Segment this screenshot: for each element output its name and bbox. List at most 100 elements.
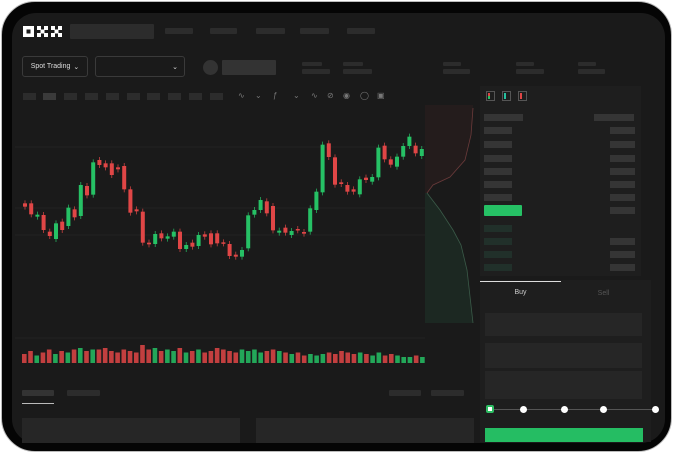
candlestick-chart[interactable] [15, 105, 475, 375]
slider-stop-25[interactable] [520, 406, 527, 413]
pair-name-placeholder [222, 60, 276, 75]
volume-bar [202, 352, 207, 363]
ask-price[interactable] [484, 155, 512, 162]
candle [388, 159, 393, 165]
nav-item[interactable] [165, 28, 193, 34]
volume-bar [115, 352, 120, 363]
filter-button[interactable] [389, 390, 421, 396]
candle [103, 163, 108, 168]
screenshot-icon[interactable]: ◯ [360, 91, 369, 100]
timeframe-button[interactable] [64, 93, 77, 100]
volume-bar [314, 355, 319, 363]
depth-asks-line [426, 107, 474, 194]
tab-sell[interactable]: Sell [597, 290, 610, 297]
volume-bar [46, 349, 52, 363]
ask-price[interactable] [484, 181, 512, 188]
bid-price[interactable] [484, 238, 512, 245]
volume-bar [357, 352, 363, 363]
order-amount [610, 238, 635, 245]
nav-item[interactable] [300, 28, 329, 34]
ask-price[interactable] [484, 194, 512, 201]
volume-bar [270, 349, 276, 363]
timeframe-button[interactable] [189, 93, 202, 100]
settings-icon[interactable]: ◉ [343, 91, 350, 100]
coin-avatar [203, 60, 218, 75]
candle [109, 163, 114, 175]
timeframe-button[interactable] [168, 93, 181, 100]
candle [66, 207, 71, 226]
candle [345, 185, 350, 192]
fx-icon[interactable]: ƒ [273, 91, 278, 100]
candle [54, 223, 58, 239]
volume-bar [351, 354, 357, 363]
book-header-amount [594, 114, 634, 121]
logo-mark-icon [23, 26, 62, 37]
bid-price[interactable] [484, 225, 512, 232]
volume-bar [71, 349, 77, 363]
bid-price[interactable] [484, 264, 512, 271]
stat-label [443, 62, 461, 66]
order-amount [610, 127, 635, 134]
candle [209, 233, 213, 245]
nav-item[interactable] [210, 28, 237, 34]
book-view-bids-icon[interactable] [502, 91, 511, 101]
timeframe-button[interactable] [147, 93, 160, 100]
chevron-down-icon: ⌄ [73, 63, 80, 71]
slider-handle[interactable] [486, 405, 494, 413]
volume-bar [221, 349, 226, 363]
bid-price[interactable] [484, 251, 512, 258]
indicator-icon[interactable]: ⌄ [255, 91, 262, 100]
candle [395, 156, 399, 167]
timeframe-button[interactable] [23, 93, 36, 100]
ask-price[interactable] [484, 127, 512, 134]
candle [171, 231, 176, 237]
tab-order-history[interactable] [67, 390, 100, 396]
chevron-down-icon[interactable]: ⌄ [293, 91, 300, 100]
nav-item[interactable] [347, 28, 375, 34]
slider-stop-75[interactable] [600, 406, 607, 413]
total-input[interactable] [485, 371, 642, 399]
candle [401, 146, 406, 157]
candle [240, 250, 244, 257]
trendline-icon[interactable]: ∿ [311, 91, 318, 100]
amount-slider-track[interactable] [489, 409, 656, 410]
volume-bar [28, 351, 33, 363]
spot-trading-selector[interactable]: Spot Trading ⌄ [22, 56, 88, 77]
volume-bar [177, 348, 183, 363]
header-search-placeholder[interactable] [70, 24, 154, 39]
timeframe-button[interactable] [210, 93, 223, 100]
buy-submit-button[interactable] [485, 428, 643, 442]
timeframe-button[interactable] [127, 93, 140, 100]
fullscreen-icon[interactable]: ▣ [377, 91, 385, 100]
timeframe-button[interactable] [43, 93, 56, 100]
amount-input[interactable] [485, 343, 642, 368]
timeframe-button[interactable] [85, 93, 98, 100]
slider-stop-50[interactable] [561, 406, 568, 413]
volume-bar [109, 351, 114, 363]
slider-stop-100[interactable] [652, 406, 659, 413]
price-input[interactable] [485, 313, 642, 336]
volume-bar [171, 351, 176, 363]
volume-bar [90, 349, 96, 363]
candle [277, 230, 282, 233]
candle [339, 182, 344, 184]
book-view-asks-icon[interactable] [518, 91, 527, 101]
filter-button[interactable] [431, 390, 464, 396]
ask-price[interactable] [484, 141, 512, 148]
tab-buy[interactable]: Buy [514, 289, 527, 296]
timeframe-button[interactable] [106, 93, 119, 100]
depth-asks-area [425, 105, 473, 193]
volume-bar [277, 351, 282, 363]
draw-icon[interactable]: ⊘ [327, 91, 334, 100]
candle [47, 231, 52, 236]
okx-logo[interactable] [23, 25, 63, 38]
candle-type-icon[interactable]: ∿ [238, 91, 245, 100]
ask-price[interactable] [484, 168, 512, 175]
orders-panel-left [22, 418, 240, 443]
candle [23, 203, 27, 207]
book-view-both-icon[interactable] [486, 91, 495, 101]
candle [122, 166, 127, 190]
pair-selector[interactable]: ⌄ [95, 56, 185, 77]
nav-item[interactable] [256, 28, 285, 34]
tab-open-orders[interactable] [22, 390, 54, 396]
